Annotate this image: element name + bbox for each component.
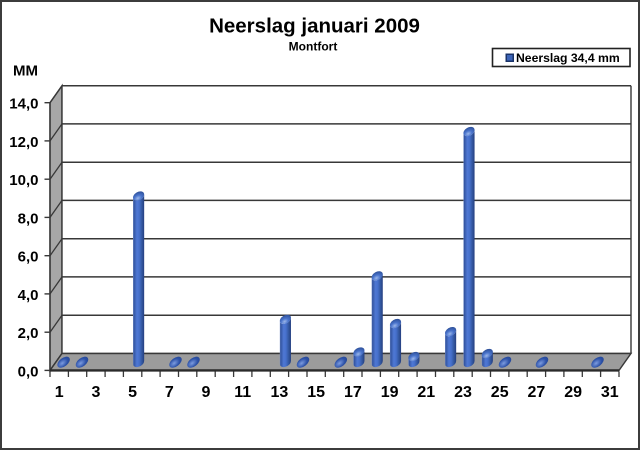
svg-text:12,0: 12,0 <box>9 134 38 151</box>
svg-text:13: 13 <box>271 384 289 401</box>
svg-text:14,0: 14,0 <box>9 96 38 113</box>
svg-text:10,0: 10,0 <box>9 172 38 189</box>
svg-text:7: 7 <box>165 384 174 401</box>
svg-text:8,0: 8,0 <box>18 210 39 227</box>
svg-text:1: 1 <box>55 384 64 401</box>
svg-text:Montfort: Montfort <box>289 40 338 54</box>
svg-text:21: 21 <box>417 384 435 401</box>
svg-text:9: 9 <box>202 384 211 401</box>
svg-text:27: 27 <box>528 384 546 401</box>
svg-text:25: 25 <box>491 384 509 401</box>
svg-text:6,0: 6,0 <box>18 249 39 266</box>
svg-text:Neerslag januari 2009: Neerslag januari 2009 <box>209 15 420 38</box>
svg-text:2,0: 2,0 <box>18 325 39 342</box>
svg-text:0,0: 0,0 <box>18 363 39 380</box>
svg-text:Neerslag 34,4 mm: Neerslag 34,4 mm <box>516 51 620 65</box>
svg-text:19: 19 <box>381 384 399 401</box>
svg-text:17: 17 <box>344 384 362 401</box>
svg-text:5: 5 <box>128 384 137 401</box>
svg-text:31: 31 <box>601 384 619 401</box>
svg-text:15: 15 <box>307 384 325 401</box>
svg-text:MM: MM <box>13 63 38 80</box>
svg-text:3: 3 <box>91 384 100 401</box>
svg-text:4,0: 4,0 <box>18 287 39 304</box>
svg-text:23: 23 <box>454 384 472 401</box>
svg-text:11: 11 <box>234 384 251 401</box>
svg-text:29: 29 <box>564 384 582 401</box>
